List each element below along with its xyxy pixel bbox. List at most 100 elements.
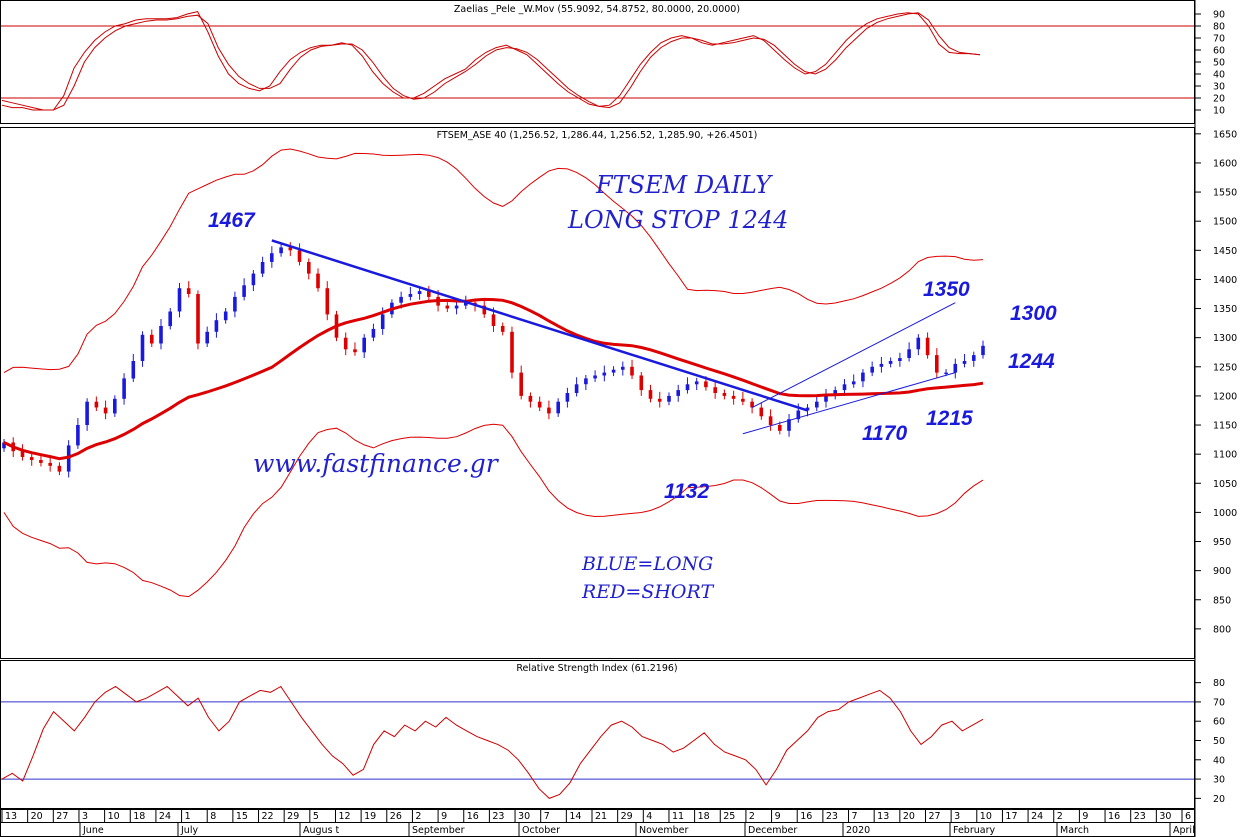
candle <box>196 290 200 350</box>
x-day-label: 27 <box>56 811 68 822</box>
x-day-label: 8 <box>210 811 216 822</box>
x-day-label: 2 <box>1057 811 1063 822</box>
candle-body <box>196 294 200 344</box>
candle <box>242 278 246 301</box>
price-tick-label-1450: 1450 <box>1213 246 1237 257</box>
candle-body <box>519 372 523 396</box>
candle-body <box>297 250 302 262</box>
stochastic-panel-title: Zaelias _Pele _W.Mov (55.9092, 54.8752, … <box>454 4 740 15</box>
candle <box>916 334 921 356</box>
candle <box>427 285 431 301</box>
candle <box>713 380 717 399</box>
x-day-label: 16 <box>800 811 812 822</box>
candle <box>962 353 967 368</box>
rsi-tick-label-80: 80 <box>1213 678 1225 689</box>
candle-body <box>464 302 468 306</box>
candle-body <box>39 460 43 463</box>
candle <box>741 391 745 406</box>
x-month-label: September <box>412 825 465 836</box>
x-day-label: 20 <box>903 811 915 822</box>
candle <box>168 307 172 330</box>
candle-body <box>704 381 708 388</box>
candle <box>500 322 505 336</box>
price-y-axis: 800 850 900 950 1000 1050 1100 1150 1200 1250 1300… <box>1195 129 1237 635</box>
candle <box>48 455 52 472</box>
candle-body <box>325 288 330 315</box>
candle <box>297 243 302 266</box>
candle <box>76 418 80 449</box>
x-day-label: 24 <box>159 811 171 822</box>
candle <box>362 334 366 359</box>
candle <box>907 342 911 362</box>
candle-body <box>29 457 34 460</box>
moving-average-line <box>3 297 984 461</box>
x-month-label: July <box>180 825 198 836</box>
candle-body <box>131 361 136 379</box>
candle <box>759 402 764 420</box>
candle <box>768 409 773 431</box>
x-day-label: 30 <box>518 811 530 822</box>
candle <box>316 268 320 292</box>
candle <box>140 331 145 367</box>
rsi-tick-label-50: 50 <box>1213 736 1225 747</box>
candle <box>307 258 311 280</box>
candle-body <box>177 288 182 312</box>
annotation-1170: 1170 <box>862 422 907 445</box>
candle <box>602 365 607 382</box>
x-month-label: 2020 <box>846 825 870 836</box>
candle <box>408 287 413 301</box>
candle-body <box>491 314 496 326</box>
x-day-label: 23 <box>826 811 838 822</box>
candle <box>898 352 902 367</box>
x-day-label: 23 <box>492 811 504 822</box>
candle-body <box>233 296 237 312</box>
price-tick-label-1350: 1350 <box>1213 304 1237 315</box>
price-tick-label-1650: 1650 <box>1213 129 1237 140</box>
rsi-y-axis: 20 30 40 50 60 70 80 <box>1195 678 1225 805</box>
candle-body <box>981 345 985 356</box>
candle-body <box>574 384 579 393</box>
candle <box>778 421 782 435</box>
rsi-tick-label-40: 40 <box>1213 755 1225 766</box>
stochastic-panel-frame <box>0 0 1195 124</box>
x-day-label: 20 <box>31 811 43 822</box>
rsi-tick-label-30: 30 <box>1213 775 1225 786</box>
candle-body <box>122 378 126 399</box>
stoch-line-0 <box>1 11 981 111</box>
candle-body <box>713 387 717 393</box>
candle-body <box>168 311 172 327</box>
candle <box>584 374 588 391</box>
candle-body <box>935 355 939 373</box>
stoch-tick-label-30: 30 <box>1213 82 1225 93</box>
candle <box>731 390 736 405</box>
candle-body <box>741 398 745 402</box>
stoch-tick-label-10: 10 <box>1213 106 1225 117</box>
price-tick-label-1550: 1550 <box>1213 188 1237 199</box>
rsi-panel-title: Relative Strength Index (61.2196) <box>516 663 677 674</box>
candle <box>593 370 597 382</box>
candle <box>528 392 533 408</box>
candle-body <box>602 372 607 376</box>
candle-body <box>842 384 847 391</box>
candle-body <box>796 410 801 420</box>
x-day-label: 9 <box>775 811 781 822</box>
annotation-title-line1: FTSEM DAILY <box>595 171 773 199</box>
candle-body <box>722 393 727 396</box>
candle <box>925 332 930 359</box>
x-month-label: Augus t <box>303 825 340 836</box>
candle <box>150 329 154 347</box>
candle <box>122 373 126 405</box>
trend-lines <box>271 239 956 435</box>
price-panel-title: FTSEM_ASE 40 (1,256.52, 1,286.44, 1,256.… <box>437 130 758 141</box>
price-tick-label-850: 850 <box>1213 595 1231 606</box>
x-day-label: 18 <box>133 811 145 822</box>
price-tick-label-1050: 1050 <box>1213 479 1237 490</box>
candle <box>260 256 265 278</box>
candle-body <box>445 305 450 309</box>
envelope-bands <box>3 148 984 598</box>
x-day-label: 4 <box>646 811 652 822</box>
candle <box>445 302 450 313</box>
candle <box>186 281 191 298</box>
candle <box>547 400 551 420</box>
